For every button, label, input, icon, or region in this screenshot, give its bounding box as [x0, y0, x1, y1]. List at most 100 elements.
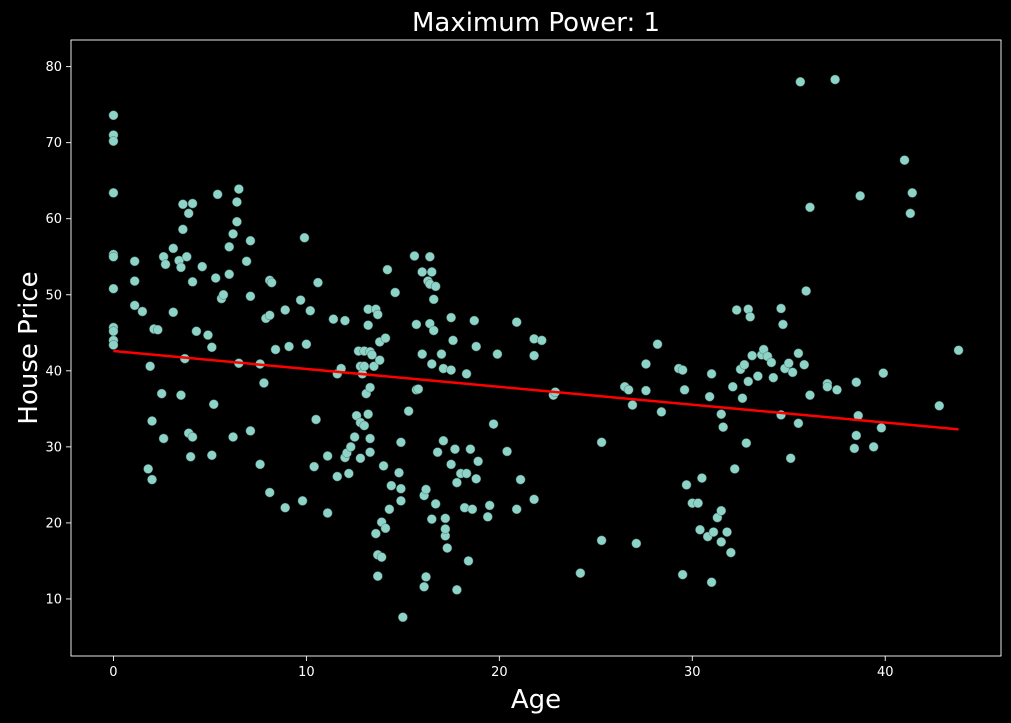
- scatter-point: [473, 456, 483, 467]
- scatter-point: [363, 409, 373, 420]
- scatter-point: [245, 235, 256, 246]
- scatter-point: [284, 341, 294, 352]
- scatter-point: [349, 432, 360, 442]
- scatter-point: [210, 273, 221, 283]
- y-tick-label: 30: [45, 440, 62, 455]
- scatter-point: [440, 524, 451, 534]
- scatter-point: [313, 277, 323, 288]
- scatter-point: [309, 461, 319, 472]
- scatter-point: [488, 419, 499, 429]
- scatter-point: [793, 348, 804, 359]
- scatter-point: [677, 569, 688, 580]
- scatter-point: [398, 612, 408, 623]
- scatter-point: [718, 422, 729, 432]
- scatter-point: [452, 584, 462, 595]
- scatter-point: [855, 191, 865, 201]
- y-axis-label: House Price: [14, 271, 44, 424]
- scatter-point: [745, 311, 756, 322]
- scatter-point: [799, 359, 810, 370]
- scatter-point: [511, 317, 522, 327]
- scatter-point: [778, 319, 788, 330]
- scatter-point: [178, 199, 188, 210]
- scatter-point: [446, 459, 456, 470]
- scatter-point: [905, 208, 916, 219]
- scatter-point: [768, 372, 779, 383]
- scatter-point: [471, 341, 482, 352]
- scatter-point: [108, 188, 119, 198]
- y-tick-label: 70: [45, 136, 62, 151]
- scatter-point: [716, 409, 727, 420]
- scatter-point: [722, 527, 732, 537]
- scatter-point: [270, 344, 281, 355]
- scatter-point: [259, 378, 269, 388]
- scatter-point: [359, 361, 370, 372]
- scatter-point: [706, 577, 717, 588]
- scatter-point: [264, 487, 275, 498]
- scatter-point: [805, 202, 815, 213]
- scatter-point: [332, 471, 343, 482]
- scatter-point: [785, 453, 796, 464]
- scatter-point: [371, 528, 381, 539]
- scatter-point: [440, 513, 451, 524]
- scatter-point: [322, 451, 333, 461]
- y-tick-label: 80: [45, 60, 62, 75]
- scatter-point: [471, 473, 482, 484]
- scatter-point: [430, 281, 441, 292]
- scatter-point: [627, 400, 638, 410]
- scatter-point: [232, 197, 242, 207]
- x-tick-label: 40: [877, 665, 894, 680]
- scatter-point: [442, 543, 453, 553]
- scatter-point: [739, 359, 750, 370]
- scatter-point: [641, 359, 651, 369]
- scatter-point: [515, 474, 526, 485]
- scatter-point: [851, 377, 862, 388]
- scatter-point: [677, 365, 688, 375]
- scatter-point: [143, 464, 154, 474]
- scatter-point: [396, 483, 406, 494]
- scatter-point: [438, 435, 449, 446]
- scatter-point: [345, 442, 356, 452]
- scatter-point: [255, 459, 265, 470]
- scatter-point: [753, 371, 763, 381]
- scatter-point: [365, 382, 375, 393]
- scatter-point: [168, 307, 179, 318]
- scatter-point: [822, 381, 833, 392]
- scatter-point: [652, 339, 663, 350]
- scatter-point: [365, 433, 375, 444]
- scatter-point: [365, 447, 375, 458]
- scatter-point: [631, 538, 642, 549]
- scatter-point: [787, 367, 798, 378]
- scatter-point: [432, 447, 443, 458]
- scatter-point: [382, 264, 393, 275]
- scatter-point: [183, 208, 194, 219]
- scatter-point: [428, 294, 439, 305]
- scatter-point: [266, 277, 277, 288]
- scatter-point: [108, 136, 119, 146]
- scatter-point: [224, 242, 235, 252]
- scatter-point: [511, 504, 522, 515]
- fit-line: [113, 349, 959, 431]
- scatter-point: [280, 305, 291, 315]
- scatter-point: [137, 306, 148, 317]
- scatter-point: [396, 437, 406, 448]
- scatter-point: [461, 369, 472, 379]
- scatter-point: [372, 571, 383, 581]
- scatter-point: [203, 330, 213, 340]
- scatter-point: [129, 276, 140, 286]
- scatter-point: [830, 74, 840, 85]
- scatter-point: [708, 527, 719, 537]
- x-tick-label: 20: [491, 665, 508, 680]
- scatter-point: [849, 443, 860, 454]
- scatter-point: [322, 508, 333, 518]
- scatter-point: [851, 430, 862, 441]
- scatter-point: [465, 444, 476, 454]
- scatter-point: [623, 384, 634, 395]
- scatter-point: [766, 357, 777, 368]
- scatter-point: [693, 498, 703, 508]
- scatter-point: [185, 451, 196, 462]
- scatter-point: [469, 315, 480, 326]
- scatter-point: [428, 325, 439, 336]
- scatter-point: [108, 110, 119, 121]
- scatter-point: [355, 453, 366, 464]
